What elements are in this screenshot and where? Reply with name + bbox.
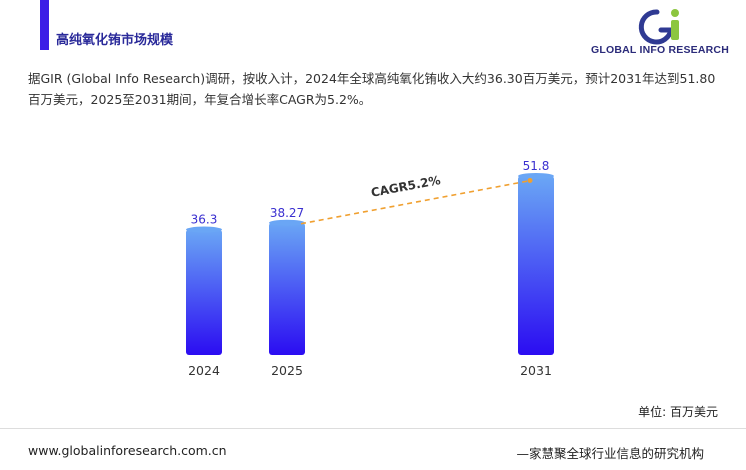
- x-tick-label-2031: 2031: [520, 363, 552, 378]
- cagr-annotation-label: CAGR5.2%: [370, 173, 442, 200]
- bar-2024: [186, 229, 222, 355]
- bar-cap-2025: [269, 219, 305, 226]
- bar-cap-2031: [518, 173, 554, 179]
- value-label-2031: 51.8: [523, 159, 550, 173]
- value-label-2025: 38.27: [270, 206, 304, 220]
- footer-divider: [0, 428, 746, 429]
- company-logo: GLOBAL INFO RESEARCH: [579, 6, 741, 61]
- value-label-2024: 36.3: [191, 213, 218, 227]
- page-title: 高纯氧化铕市场规模: [56, 33, 174, 48]
- x-tick-label-2024: 2024: [188, 363, 220, 378]
- footer-slogan: —家慧聚全球行业信息的研究机构: [516, 446, 704, 461]
- header-accent-bar: [40, 0, 49, 50]
- logo-mark-icon: [638, 9, 679, 45]
- footer-url: www.globalinforesearch.com.cn: [28, 443, 227, 458]
- cagr-trend-line: [300, 180, 529, 225]
- bar-2025: [269, 222, 305, 355]
- logo-text: GLOBAL INFO RESEARCH: [591, 44, 729, 56]
- summary-text: 据GIR (Global Info Research)调研，按收入计，2024年…: [28, 71, 716, 107]
- bar-cap-2024: [186, 226, 222, 233]
- x-tick-label-2025: 2025: [271, 363, 303, 378]
- cagr-end-dot: [527, 178, 533, 183]
- bar-2031: [518, 176, 554, 355]
- unit-label: 单位: 百万美元: [638, 405, 718, 419]
